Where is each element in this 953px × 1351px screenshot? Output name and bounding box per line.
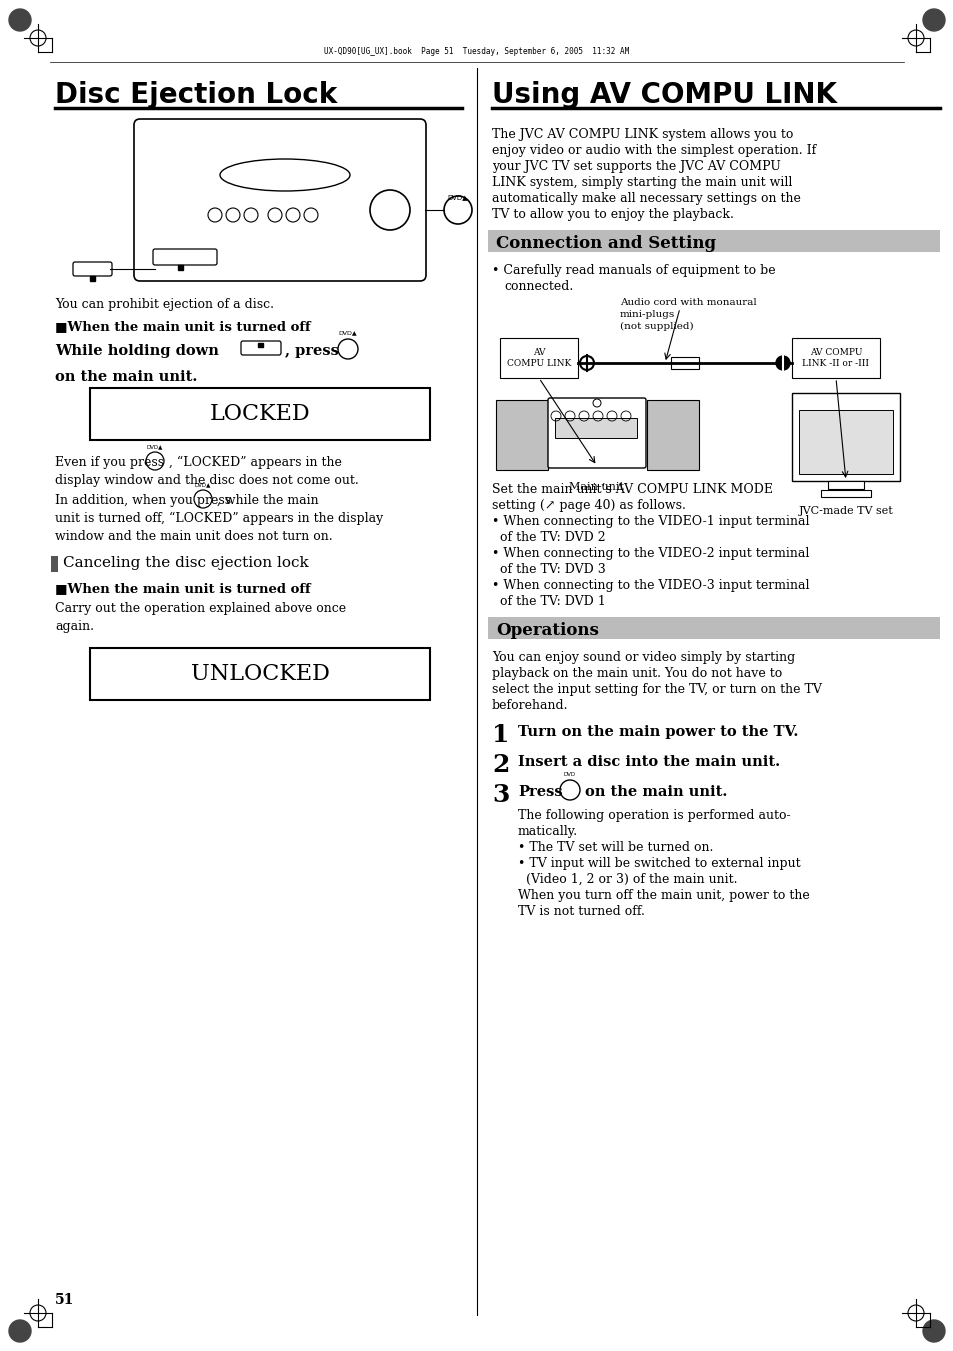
Text: The JVC AV COMPU LINK system allows you to: The JVC AV COMPU LINK system allows you … [492, 128, 793, 141]
Text: While holding down: While holding down [55, 345, 218, 358]
Bar [51, 557, 58, 571]
Text: of the TV: DVD 1: of the TV: DVD 1 [492, 594, 605, 608]
Text: your JVC TV set supports the JVC AV COMPU: your JVC TV set supports the JVC AV COMP… [492, 159, 781, 173]
Text: LINK system, simply starting the main unit will: LINK system, simply starting the main un… [492, 176, 792, 189]
Text: TV to allow you to enjoy the playback.: TV to allow you to enjoy the playback. [492, 208, 733, 222]
Text: When you turn off the main unit, power to the: When you turn off the main unit, power t… [517, 889, 809, 902]
Text: Using AV COMPU LINK: Using AV COMPU LINK [492, 81, 836, 109]
Text: unit is turned off, “LOCKED” appears in the display: unit is turned off, “LOCKED” appears in … [55, 512, 383, 526]
Text: AV COMPU
LINK -II or -III: AV COMPU LINK -II or -III [801, 349, 868, 367]
Text: setting (↗ page 40) as follows.: setting (↗ page 40) as follows. [492, 499, 685, 512]
Bar [670, 357, 699, 369]
Text: Carry out the operation explained above once: Carry out the operation explained above … [55, 603, 346, 615]
Bar [488, 230, 939, 253]
Bar [827, 481, 863, 489]
Text: window and the main unit does not turn on.: window and the main unit does not turn o… [55, 530, 333, 543]
Text: mini-plugs: mini-plugs [619, 309, 675, 319]
Text: Turn on the main power to the TV.: Turn on the main power to the TV. [517, 725, 798, 739]
Bar [799, 409, 892, 474]
Bar [178, 265, 183, 270]
Text: of the TV: DVD 2: of the TV: DVD 2 [492, 531, 605, 544]
Bar [791, 393, 899, 481]
Text: DVD▲: DVD▲ [447, 195, 468, 200]
Text: Press: Press [517, 785, 562, 798]
Text: UNLOCKED: UNLOCKED [191, 663, 329, 685]
Text: • Carefully read manuals of equipment to be: • Carefully read manuals of equipment to… [492, 263, 775, 277]
Text: , press: , press [285, 345, 338, 358]
Text: on the main unit.: on the main unit. [55, 370, 197, 384]
Text: Even if you press: Even if you press [55, 457, 164, 469]
Text: on the main unit.: on the main unit. [584, 785, 726, 798]
Text: • When connecting to the VIDEO-3 input terminal: • When connecting to the VIDEO-3 input t… [492, 580, 809, 592]
Text: UX-QD90[UG_UX].book  Page 51  Tuesday, September 6, 2005  11:32 AM: UX-QD90[UG_UX].book Page 51 Tuesday, Sep… [324, 47, 629, 57]
Text: Canceling the disc ejection lock: Canceling the disc ejection lock [63, 557, 309, 570]
Text: In addition, when you press: In addition, when you press [55, 494, 231, 507]
Text: Connection and Setting: Connection and Setting [496, 235, 716, 253]
Text: playback on the main unit. You do not have to: playback on the main unit. You do not ha… [492, 667, 781, 680]
Text: 2: 2 [492, 753, 509, 777]
Circle shape [923, 9, 944, 31]
Text: Audio cord with monaural: Audio cord with monaural [619, 299, 756, 307]
Text: display window and the disc does not come out.: display window and the disc does not com… [55, 474, 358, 486]
Text: The following operation is performed auto-: The following operation is performed aut… [517, 809, 790, 821]
Text: select the input setting for the TV, or turn on the TV: select the input setting for the TV, or … [492, 684, 821, 696]
Text: 51: 51 [55, 1293, 74, 1306]
Text: automatically make all necessary settings on the: automatically make all necessary setting… [492, 192, 800, 205]
Text: 1: 1 [492, 723, 509, 747]
Bar [90, 388, 430, 440]
Text: matically.: matically. [517, 825, 578, 838]
Text: again.: again. [55, 620, 94, 634]
Bar [555, 417, 637, 438]
Text: enjoy video or audio with the simplest operation. If: enjoy video or audio with the simplest o… [492, 145, 816, 157]
Text: • TV input will be switched to external input: • TV input will be switched to external … [517, 857, 800, 870]
Bar [90, 648, 430, 700]
Text: AV
COMPU LINK: AV COMPU LINK [506, 349, 571, 367]
Bar [488, 617, 939, 639]
Text: You can enjoy sound or video simply by starting: You can enjoy sound or video simply by s… [492, 651, 795, 663]
Text: beforehand.: beforehand. [492, 698, 568, 712]
Text: • When connecting to the VIDEO-1 input terminal: • When connecting to the VIDEO-1 input t… [492, 515, 809, 528]
Circle shape [923, 1320, 944, 1342]
Text: ■When the main unit is turned off: ■When the main unit is turned off [55, 320, 311, 332]
Text: JVC-made TV set: JVC-made TV set [798, 507, 892, 516]
Text: • When connecting to the VIDEO-2 input terminal: • When connecting to the VIDEO-2 input t… [492, 547, 808, 561]
Text: (Video 1, 2 or 3) of the main unit.: (Video 1, 2 or 3) of the main unit. [517, 873, 737, 886]
Bar [821, 490, 870, 497]
Text: connected.: connected. [503, 280, 573, 293]
Bar [791, 338, 879, 378]
Text: ■When the main unit is turned off: ■When the main unit is turned off [55, 582, 311, 594]
Text: LOCKED: LOCKED [210, 403, 310, 426]
Text: Set the main unit’s AV COMPU LINK MODE: Set the main unit’s AV COMPU LINK MODE [492, 484, 772, 496]
Circle shape [9, 9, 30, 31]
Text: Operations: Operations [496, 621, 598, 639]
Text: , while the main: , while the main [216, 494, 318, 507]
FancyBboxPatch shape [547, 399, 645, 467]
Bar [257, 343, 263, 347]
Text: Insert a disc into the main unit.: Insert a disc into the main unit. [517, 755, 780, 769]
Text: DVD▲: DVD▲ [194, 482, 211, 486]
Text: (not supplied): (not supplied) [619, 322, 693, 331]
Text: TV is not turned off.: TV is not turned off. [517, 905, 644, 917]
Bar [90, 276, 95, 281]
Text: DVD▲: DVD▲ [147, 444, 163, 449]
Text: , “LOCKED” appears in the: , “LOCKED” appears in the [169, 457, 341, 469]
Text: DVD▲: DVD▲ [338, 330, 357, 335]
Text: You can prohibit ejection of a disc.: You can prohibit ejection of a disc. [55, 299, 274, 311]
Text: • The TV set will be turned on.: • The TV set will be turned on. [517, 842, 713, 854]
Text: Disc Ejection Lock: Disc Ejection Lock [55, 81, 337, 109]
Text: Main unit: Main unit [569, 482, 624, 492]
Text: DVD: DVD [563, 771, 576, 777]
Text: 3: 3 [492, 784, 509, 807]
Circle shape [9, 1320, 30, 1342]
Bar [646, 400, 699, 470]
Text: of the TV: DVD 3: of the TV: DVD 3 [492, 563, 605, 576]
Circle shape [775, 357, 789, 370]
Bar [496, 400, 547, 470]
Bar [499, 338, 578, 378]
